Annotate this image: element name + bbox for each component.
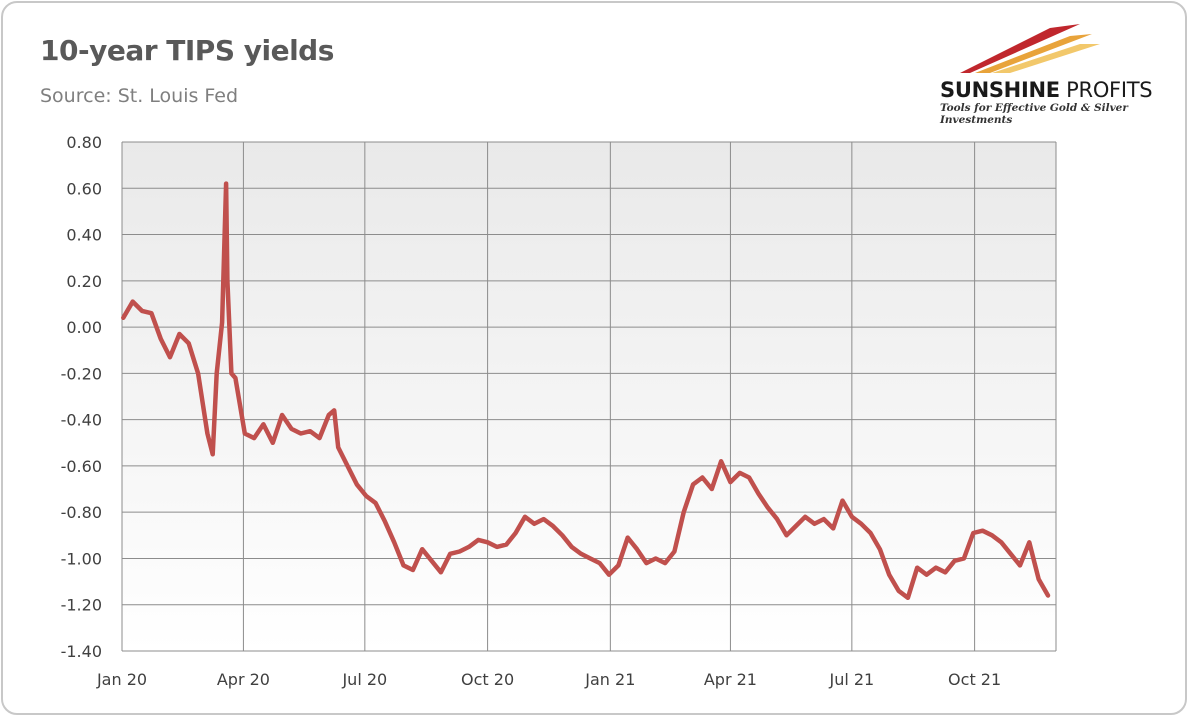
logo-tagline: Tools for Effective Gold & Silver Invest… — [940, 102, 1128, 126]
y-tick-label: -1.00 — [61, 549, 102, 568]
x-tick-label: Oct 21 — [948, 670, 1001, 689]
y-tick-label: 0.40 — [66, 226, 102, 245]
y-tick-label: -1.20 — [61, 596, 102, 615]
logo-ray-red — [960, 24, 1080, 73]
logo-ray-orange — [975, 34, 1092, 73]
x-tick-label: Oct 20 — [461, 670, 514, 689]
logo-name: SUNSHINE PROFITS — [940, 78, 1153, 102]
x-tick-label: Apr 21 — [704, 670, 757, 689]
y-tick-label: -0.40 — [61, 411, 102, 430]
y-tick-label: -0.80 — [61, 503, 102, 522]
y-tick-label: 0.20 — [66, 272, 102, 291]
x-tick-label: Jul 20 — [341, 670, 387, 689]
plot-area — [122, 142, 1056, 651]
y-tick-label: 0.80 — [66, 133, 102, 152]
logo-ray-yellow — [992, 44, 1100, 73]
x-tick-label: Apr 20 — [217, 670, 270, 689]
y-tick-label: -1.40 — [61, 642, 102, 661]
x-tick-label: Jan 21 — [584, 670, 635, 689]
series-line-tips-yield — [121, 181, 1051, 601]
sunshine-profits-logo-icon — [960, 24, 1100, 73]
chart-title: 10-year TIPS yields — [40, 34, 334, 67]
y-tick-label: 0.60 — [66, 179, 102, 198]
y-axis-ticks: 0.80 0.60 0.40 0.20 0.00 -0.20 -0.40 -0.60 -0.80… — [61, 133, 102, 661]
logo-name-bold: SUNSHINE — [940, 78, 1060, 102]
y-tick-label: -0.20 — [61, 364, 102, 383]
x-tick-label: Jan 20 — [96, 670, 147, 689]
x-axis-ticks: Jan 20 Apr 20 Jul 20 Oct 20 Jan 21 Apr 21 Jul … — [96, 670, 1001, 689]
chart-subtitle: Source: St. Louis Fed — [40, 85, 239, 107]
y-tick-label: -0.60 — [61, 457, 102, 476]
y-tick-label: 0.00 — [66, 318, 102, 337]
grid-lines — [121, 141, 1057, 652]
logo-name-light: PROFITS — [1059, 78, 1153, 102]
x-tick-label: Jul 21 — [828, 670, 874, 689]
